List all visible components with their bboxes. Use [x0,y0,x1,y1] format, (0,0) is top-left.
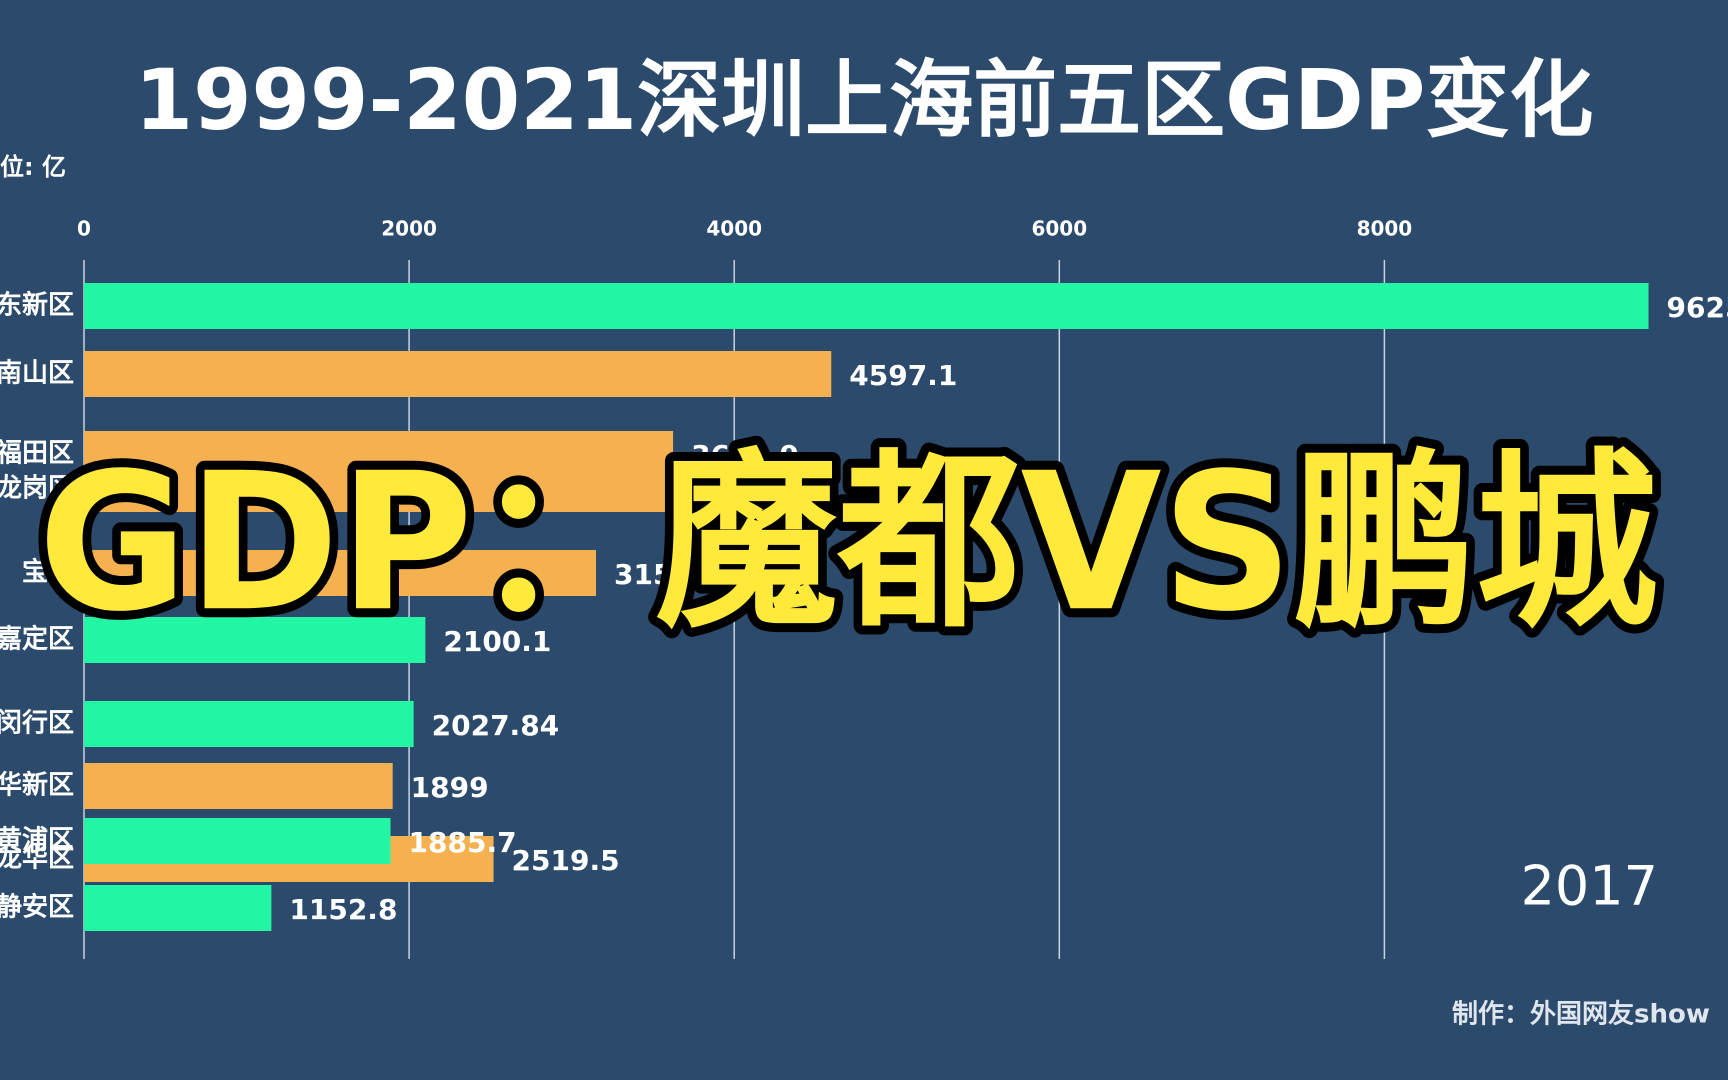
x-tick-label: 2000 [381,217,437,241]
category-label: 黄浦区 [0,825,74,856]
category-label: 南山区 [0,359,74,389]
value-label: 3600 [687,474,765,507]
x-tick-label: 4000 [706,217,762,241]
year-label: 2017 [1521,855,1658,918]
x-tick-label: 6000 [1031,217,1087,241]
bar [84,617,426,663]
bars: 东新区 9625 南山区 4597.1 福田区 3623.9 龙岗区 3600 宝安 3150 嘉定… [0,283,1728,931]
value-label: 2519.5 [512,844,620,877]
bar [84,351,832,397]
value-label: 3623.9 [691,439,799,472]
unit-label: 位: 亿 [0,153,66,181]
category-label: 福田区 [0,439,74,469]
value-label: 1885.7 [409,826,517,859]
chart-title: 1999-2021深圳上海前五区GDP变化 [135,51,1594,149]
bar [84,701,414,747]
value-label: 1899 [411,771,489,804]
category-label: 华新区 [0,770,74,801]
category-label: 宝安 [22,557,74,588]
value-label: 2100.1 [443,625,551,658]
bar [84,885,272,931]
bar [84,818,391,864]
value-label: 4597.1 [849,359,957,392]
category-label: 静安区 [0,892,74,923]
x-tick-label: 0 [77,217,91,241]
bar [84,763,393,809]
category-label: 龙岗区 [0,474,74,504]
bar [84,466,670,512]
value-label: 3150 [614,558,692,591]
category-label: 龙华区 [0,843,74,874]
overlay-title: GDP：魔都VS鹏城 [38,432,1658,653]
category-label: 东新区 [0,290,74,321]
category-label: 闵行区 [0,708,74,739]
bar [84,283,1649,329]
bar [84,550,597,596]
value-label: 9625 [1667,291,1728,324]
value-label: 2027.84 [432,709,560,742]
value-label: 1152.8 [289,893,397,926]
credit: 制作：外国网友show [1452,1000,1710,1030]
x-tick-label: 8000 [1357,217,1413,241]
category-label: 嘉定区 [0,624,74,655]
